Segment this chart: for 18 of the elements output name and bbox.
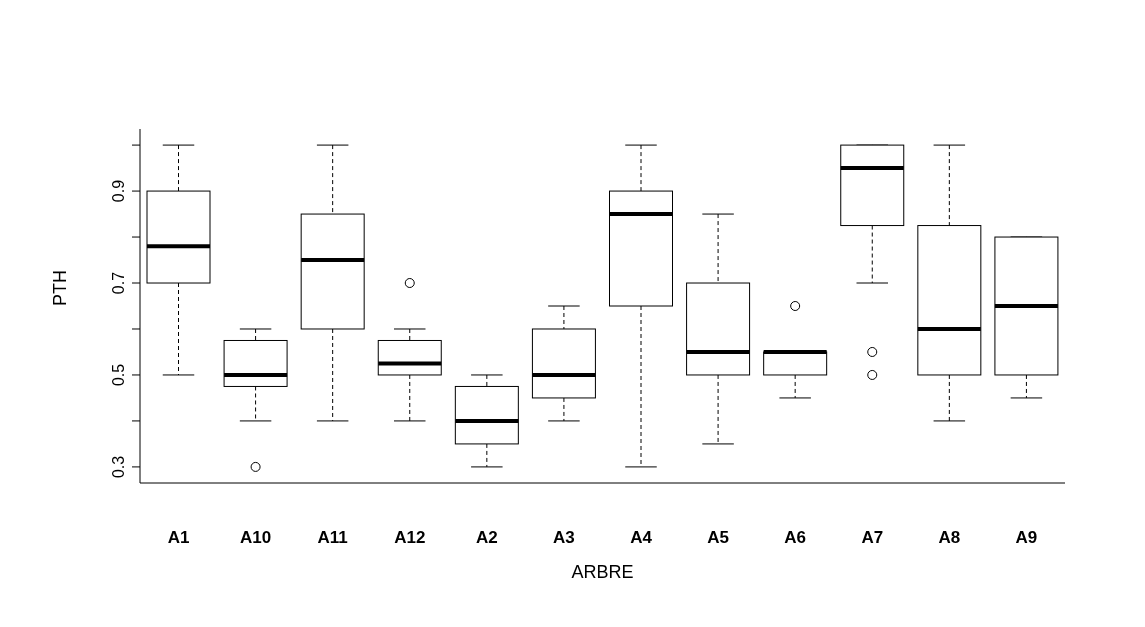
y-tick-label: 0.7 (110, 271, 127, 295)
x-tick-label: A5 (707, 528, 729, 548)
y-tick-label: 0.9 (110, 179, 127, 203)
y-tick-label: 0.3 (110, 455, 127, 479)
x-tick-label: A2 (476, 528, 498, 548)
y-tick-label: 0.5 (110, 363, 127, 387)
x-tick-label: A12 (394, 528, 426, 548)
x-tick-label: A10 (240, 528, 272, 548)
x-tick-label: A6 (784, 528, 807, 548)
x-tick-label: A9 (1015, 528, 1038, 548)
x-tick-label: A8 (938, 528, 961, 548)
x-tick-label: A1 (167, 528, 190, 548)
x-tick-label: A4 (630, 528, 653, 548)
x-axis-title: ARBRE (571, 562, 634, 582)
x-tick-label: A3 (553, 528, 575, 548)
x-tick-label: A7 (861, 528, 884, 548)
x-tick-label: A11 (317, 528, 348, 548)
y-axis-title: PTH (50, 270, 71, 306)
